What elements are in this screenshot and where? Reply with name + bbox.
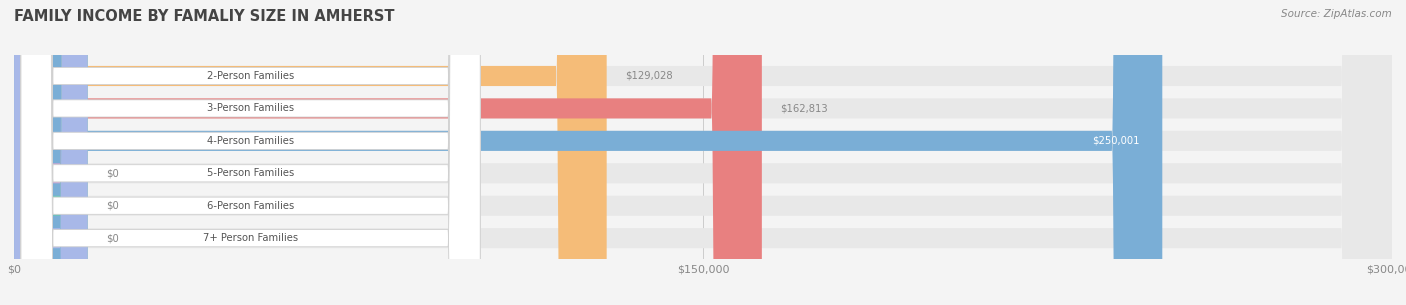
Text: 2-Person Families: 2-Person Families: [207, 71, 294, 81]
Text: $0: $0: [105, 201, 118, 211]
FancyBboxPatch shape: [14, 0, 1392, 305]
Text: $0: $0: [105, 233, 118, 243]
FancyBboxPatch shape: [14, 0, 762, 305]
Text: $0: $0: [105, 168, 118, 178]
Text: 7+ Person Families: 7+ Person Families: [202, 233, 298, 243]
FancyBboxPatch shape: [21, 0, 481, 305]
Text: 3-Person Families: 3-Person Families: [207, 103, 294, 113]
Text: 4-Person Families: 4-Person Families: [207, 136, 294, 146]
FancyBboxPatch shape: [14, 0, 1392, 305]
FancyBboxPatch shape: [14, 0, 1392, 305]
Text: $162,813: $162,813: [780, 103, 828, 113]
FancyBboxPatch shape: [21, 0, 481, 305]
FancyBboxPatch shape: [14, 0, 606, 305]
Text: Source: ZipAtlas.com: Source: ZipAtlas.com: [1281, 9, 1392, 19]
FancyBboxPatch shape: [14, 0, 1392, 305]
Text: $129,028: $129,028: [626, 71, 672, 81]
FancyBboxPatch shape: [14, 0, 1392, 305]
FancyBboxPatch shape: [21, 0, 481, 305]
Text: 6-Person Families: 6-Person Families: [207, 201, 294, 211]
Text: 5-Person Families: 5-Person Families: [207, 168, 294, 178]
FancyBboxPatch shape: [21, 0, 481, 305]
FancyBboxPatch shape: [14, 0, 87, 305]
FancyBboxPatch shape: [14, 0, 1392, 305]
FancyBboxPatch shape: [21, 0, 481, 305]
FancyBboxPatch shape: [14, 0, 87, 305]
FancyBboxPatch shape: [14, 0, 87, 305]
FancyBboxPatch shape: [21, 0, 481, 305]
Text: $250,001: $250,001: [1092, 136, 1139, 146]
Text: FAMILY INCOME BY FAMALIY SIZE IN AMHERST: FAMILY INCOME BY FAMALIY SIZE IN AMHERST: [14, 9, 395, 24]
FancyBboxPatch shape: [14, 0, 1163, 305]
